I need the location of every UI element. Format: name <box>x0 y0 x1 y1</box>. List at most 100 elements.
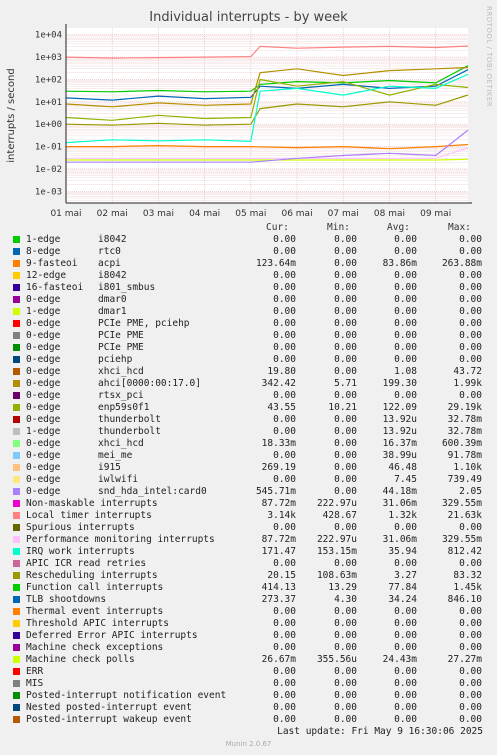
legend-max: 0.00 <box>459 702 482 713</box>
legend-max: 0.00 <box>459 330 482 341</box>
legend-max: 846.10 <box>447 594 482 605</box>
legend-swatch <box>13 680 20 687</box>
y-tick-label: 1e+02 <box>35 75 62 85</box>
legend-avg: 34.24 <box>388 594 417 605</box>
legend-row: Thermal event interrupts 0.00 0.00 0.00 0.00 <box>0 606 497 618</box>
legend-min: 10.21 <box>328 402 357 413</box>
legend-row: 0-edge thunderbolt 0.00 0.00 13.92u 32.78m <box>0 414 497 426</box>
legend-cur: 545.71m <box>255 486 296 497</box>
legend-swatch <box>13 608 20 615</box>
legend-swatch <box>13 332 20 339</box>
legend-row: 0-edge xhci_hcd 18.33m 0.00 16.37m 600.39m <box>0 438 497 450</box>
legend-min: 0.00 <box>334 294 357 305</box>
legend-min: 0.00 <box>334 606 357 617</box>
legend-swatch <box>13 284 20 291</box>
legend-swatch <box>13 308 20 315</box>
legend-avg: 38.99u <box>382 450 417 461</box>
series-line <box>65 45 469 59</box>
legend-min: 108.63m <box>316 570 357 581</box>
legend-cur: 0.00 <box>273 450 296 461</box>
legend-avg: 0.00 <box>394 234 417 245</box>
legend-avg: 0.00 <box>394 342 417 353</box>
legend-max: 2.05 <box>459 486 482 497</box>
legend-name: 0-edge <box>26 450 61 461</box>
y-tick-label: 1e+04 <box>35 31 62 41</box>
legend-row: Local timer interrupts 3.14k 428.67 1.32k 21… <box>0 510 497 522</box>
legend-row: MIS 0.00 0.00 0.00 0.00 <box>0 678 497 690</box>
legend-max: 0.00 <box>459 306 482 317</box>
legend-row: IRQ work interrupts 171.47 153.15m 35.94 812… <box>0 546 497 558</box>
legend-cur: 0.00 <box>273 606 296 617</box>
legend-cur: 0.00 <box>273 390 296 401</box>
legend-avg: 0.00 <box>394 318 417 329</box>
legend-avg: 46.48 <box>388 462 417 473</box>
legend-avg: 0.00 <box>394 558 417 569</box>
legend-avg: 0.00 <box>394 522 417 533</box>
legend-max: 0.00 <box>459 630 482 641</box>
legend-row: Posted-interrupt wakeup event 0.00 0.00 0.0… <box>0 714 497 726</box>
legend-swatch <box>13 344 20 351</box>
legend-min: 222.97u <box>316 534 357 545</box>
legend-swatch <box>13 476 20 483</box>
legend-name: Thermal event interrupts <box>26 606 164 617</box>
legend-cur: 0.00 <box>273 294 296 305</box>
legend-device: dmar0 <box>98 294 127 305</box>
legend-device: pciehp <box>98 354 133 365</box>
y-tick-label: 1e-01 <box>35 143 62 153</box>
legend-cur: 171.47 <box>261 546 296 557</box>
legend-device: mei_me <box>98 450 133 461</box>
legend-row: 12-edge i8042 0.00 0.00 0.00 0.00 <box>0 270 497 282</box>
legend-cur: 87.72m <box>261 498 296 509</box>
legend-max: 0.00 <box>459 642 482 653</box>
legend-name: 0-edge <box>26 354 61 365</box>
legend-avg: 0.00 <box>394 714 417 725</box>
series-line <box>66 143 469 150</box>
legend-swatch <box>13 632 20 639</box>
legend-cur: 123.64m <box>255 258 296 269</box>
legend-row: 1-edge i8042 0.00 0.00 0.00 0.00 <box>0 234 497 246</box>
chart-title: Individual interrupts - by week <box>149 10 348 25</box>
legend-min: 0.00 <box>334 366 357 377</box>
legend-cur: 20.15 <box>267 570 296 581</box>
legend-avg: 35.94 <box>388 546 417 557</box>
legend-max: 329.55m <box>441 534 482 545</box>
legend-avg: 0.00 <box>394 270 417 281</box>
legend-min: 0.00 <box>334 450 357 461</box>
legend-header-min: Min: <box>327 222 350 233</box>
legend-cur: 0.00 <box>273 618 296 629</box>
legend-row: 0-edge mei_me 0.00 0.00 38.99u 91.78m <box>0 450 497 462</box>
legend-avg: 16.37m <box>382 438 417 449</box>
series-line <box>66 147 469 159</box>
legend-avg: 0.00 <box>394 294 417 305</box>
legend-cur: 0.00 <box>273 702 296 713</box>
legend-row: 1-edge thunderbolt 0.00 0.00 13.92u 32.78m <box>0 426 497 438</box>
legend-row: Threshold APIC interrupts 0.00 0.00 0.00 0.0… <box>0 618 497 630</box>
legend-cur: 43.55 <box>267 402 296 413</box>
legend-name: Non-maskable interrupts <box>26 498 158 509</box>
legend-avg: 0.00 <box>394 678 417 689</box>
legend-row: 1-edge dmar1 0.00 0.00 0.00 0.00 <box>0 306 497 318</box>
legend-max: 0.00 <box>459 690 482 701</box>
legend-min: 0.00 <box>334 666 357 677</box>
legend-row: Machine check polls 26.67m 355.56u 24.43m 27… <box>0 654 497 666</box>
legend-name: 0-edge <box>26 366 61 377</box>
legend-cur: 87.72m <box>261 534 296 545</box>
legend-min: 0.00 <box>334 306 357 317</box>
legend-name: 12-edge <box>26 270 67 281</box>
legend-name: 9-fasteoi <box>26 258 78 269</box>
legend-min: 0.00 <box>334 486 357 497</box>
legend-device: thunderbolt <box>98 414 161 425</box>
legend-max: 0.00 <box>459 246 482 257</box>
legend-cur: 0.00 <box>273 678 296 689</box>
legend-avg: 1.08 <box>394 366 417 377</box>
legend-name: 1-edge <box>26 234 61 245</box>
legend-row: Deferred Error APIC interrupts 0.00 0.00 0.… <box>0 630 497 642</box>
legend-min: 428.67 <box>322 510 357 521</box>
legend-name: TLB shootdowns <box>26 594 107 605</box>
legend-name: Local timer interrupts <box>26 510 152 521</box>
legend-cur: 18.33m <box>261 438 296 449</box>
legend-min: 0.00 <box>334 558 357 569</box>
legend-avg: 0.00 <box>394 306 417 317</box>
x-tick-label: 09 mai <box>420 209 451 219</box>
legend-avg: 13.92u <box>382 414 417 425</box>
